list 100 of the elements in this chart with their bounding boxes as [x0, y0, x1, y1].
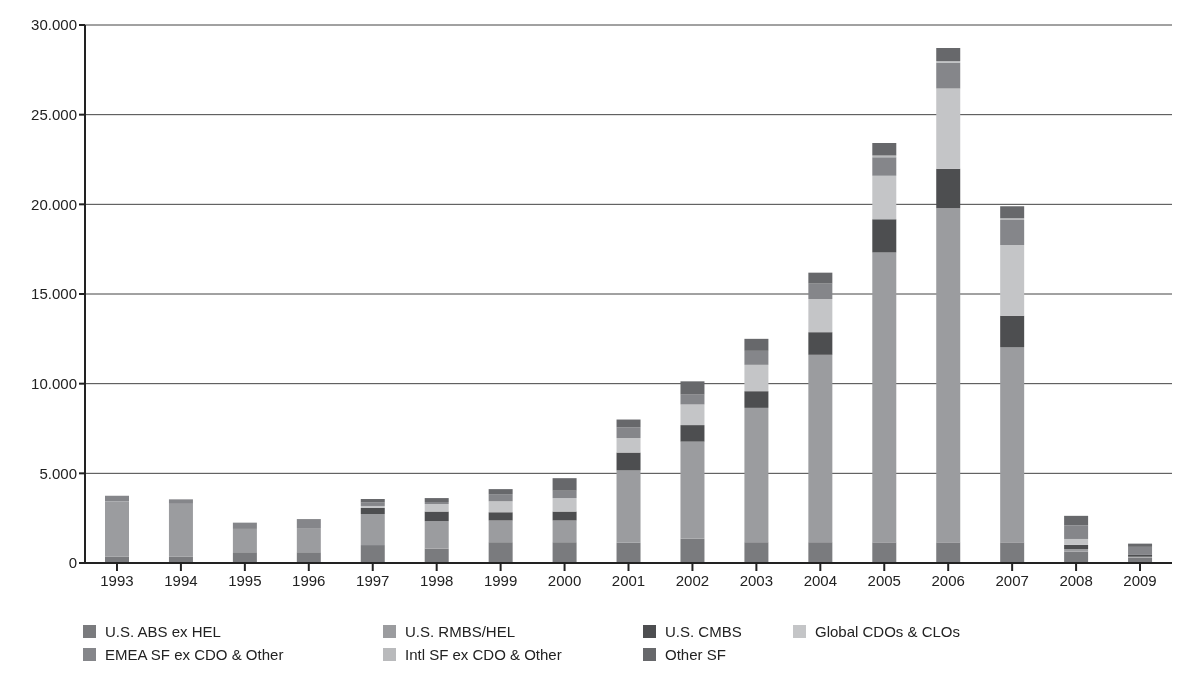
bar	[936, 208, 961, 543]
x-tick-label: 2005	[867, 571, 901, 589]
y-tick-label: 20.000	[31, 195, 77, 213]
bar	[1064, 538, 1089, 545]
bar	[744, 338, 769, 351]
y-tick-label: 15.000	[31, 285, 77, 303]
x-tick-label: 1994	[164, 571, 198, 589]
bar	[744, 407, 769, 543]
bar	[1128, 543, 1153, 547]
bar	[296, 528, 321, 553]
bar	[936, 47, 961, 62]
x-tick-label: 1995	[228, 571, 262, 589]
x-tick-label: 2004	[803, 571, 838, 589]
bar	[872, 542, 897, 563]
bar	[872, 175, 897, 220]
bar	[808, 272, 833, 284]
y-tick-label: 5.000	[39, 464, 77, 482]
bar	[616, 542, 641, 563]
x-tick-label: 2006	[931, 571, 965, 589]
bar	[680, 394, 705, 405]
bar	[488, 542, 513, 563]
bar	[616, 427, 641, 438]
x-tick-label: 2008	[1059, 571, 1093, 589]
bar	[936, 542, 961, 563]
bar	[808, 283, 833, 300]
bar	[872, 157, 897, 176]
bar	[808, 542, 833, 563]
x-tick-label: 1996	[292, 571, 326, 589]
bar	[616, 419, 641, 428]
x-tick-label: 1999	[483, 571, 518, 589]
bar	[616, 452, 641, 471]
bar	[1064, 525, 1089, 539]
bar	[808, 299, 833, 333]
bar	[1000, 347, 1025, 543]
bar	[1000, 542, 1025, 563]
bar	[680, 381, 705, 395]
legend-label: U.S. ABS ex HEL	[105, 623, 221, 640]
legend-label: EMEA SF ex CDO & Other	[105, 646, 284, 663]
bar	[296, 552, 321, 563]
y-tick-label: 10.000	[31, 374, 77, 392]
bar	[232, 552, 257, 563]
bar	[424, 511, 449, 522]
bar	[360, 545, 385, 563]
bar	[1000, 206, 1025, 219]
bar	[744, 350, 769, 365]
x-tick-label: 2003	[739, 571, 774, 589]
x-tick-label: 2007	[995, 571, 1029, 589]
bar	[552, 490, 577, 499]
bar	[680, 538, 705, 563]
x-tick-label: 2000	[547, 571, 582, 589]
bar	[424, 521, 449, 549]
bar	[744, 391, 769, 408]
bar	[488, 489, 513, 495]
legend-label: Global CDOs & CLOs	[815, 623, 961, 640]
bar	[680, 441, 705, 539]
bar	[872, 219, 897, 253]
x-tick-label: 1998	[419, 571, 454, 589]
bar	[232, 528, 257, 553]
bar	[360, 498, 385, 503]
bar	[552, 498, 577, 512]
x-tick-label: 1997	[356, 571, 390, 589]
bar	[1000, 245, 1025, 316]
bar	[360, 514, 385, 546]
bar	[105, 501, 129, 557]
bar	[552, 542, 577, 563]
bar	[744, 364, 769, 392]
legend-label: U.S. CMBS	[665, 623, 742, 640]
x-tick-label: 1993	[100, 571, 134, 589]
bar	[232, 522, 257, 529]
x-tick-label: 2001	[611, 571, 646, 589]
bar	[552, 478, 577, 491]
bar	[616, 438, 641, 453]
bar	[168, 503, 193, 557]
bar	[168, 499, 193, 504]
y-tick-label: 25.000	[31, 105, 77, 123]
legend-label: Intl SF ex CDO & Other	[405, 646, 562, 663]
bar	[1128, 546, 1153, 555]
bar	[616, 470, 641, 543]
legend-label: Other SF	[665, 646, 726, 663]
legend-label: U.S. RMBS/HEL	[405, 623, 516, 640]
bar	[1000, 315, 1025, 348]
bar	[105, 495, 129, 502]
y-tick-label: 30.000	[31, 16, 77, 34]
y-tick-label: 0	[68, 554, 77, 572]
x-tick-label: 2002	[675, 571, 710, 589]
bar	[488, 520, 513, 543]
bar	[296, 519, 321, 529]
bar	[1064, 544, 1089, 550]
bar	[1064, 515, 1089, 526]
bar	[744, 542, 769, 563]
bar	[424, 548, 449, 563]
bar	[872, 143, 897, 156]
bar	[936, 88, 961, 169]
x-tick-label: 2009	[1123, 571, 1157, 589]
bar	[552, 520, 577, 543]
bar	[424, 498, 449, 503]
bar	[808, 354, 833, 543]
bar	[808, 332, 833, 355]
bar	[936, 62, 961, 89]
bar	[680, 404, 705, 426]
